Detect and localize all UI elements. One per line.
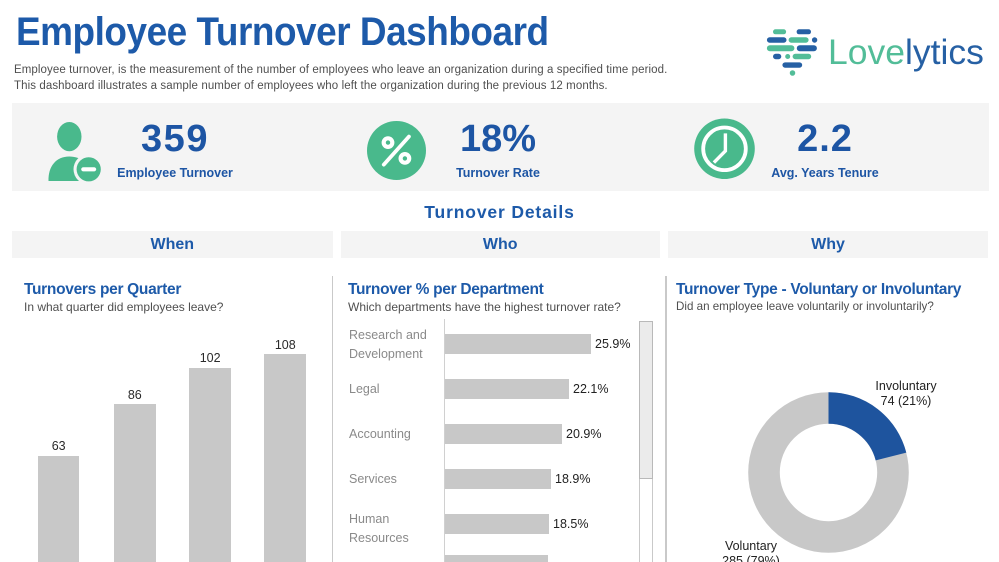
svg-text:Lovelytics: Lovelytics	[828, 32, 984, 72]
